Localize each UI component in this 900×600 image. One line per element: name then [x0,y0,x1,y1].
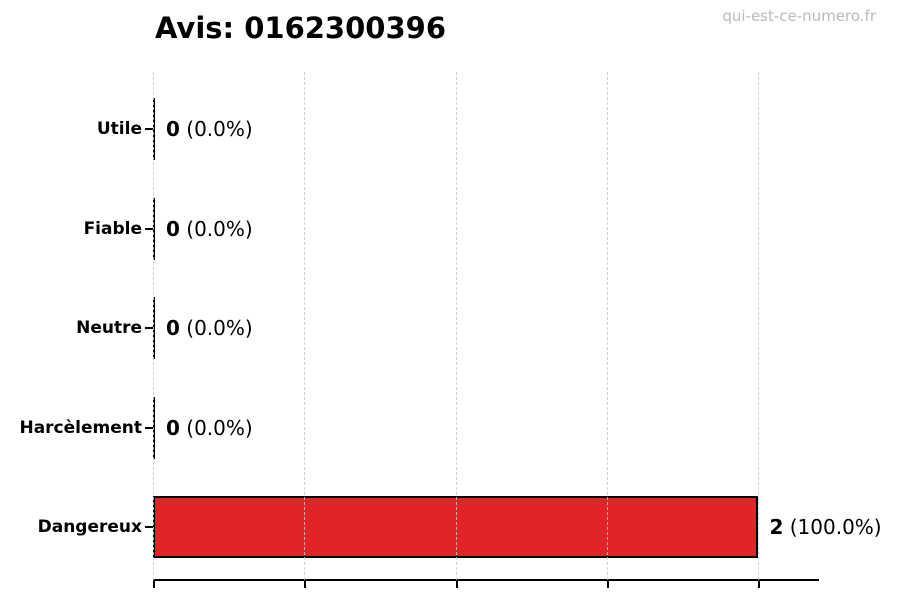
value-percent: (0.0%) [186,316,253,340]
x-axis-tick [455,581,458,588]
y-axis-tick [145,426,153,429]
y-axis-tick [145,128,153,130]
x-axis-line [153,579,819,581]
x-axis-tick [758,581,761,588]
y-axis-tick [145,526,153,528]
category-label: Harcèlement [19,417,142,438]
value-label: 2 (100.0%) [769,496,881,558]
value-percent: (0.0%) [186,117,253,141]
gridline [304,72,306,580]
watermark: qui-est-ce-numero.fr [722,7,876,25]
value-label: 0 (0.0%) [166,98,253,160]
category-label: Fiable [83,218,142,239]
chart-title: Avis: 0162300396 [155,11,446,45]
value-count: 0 [166,316,180,340]
x-axis-tick [153,581,155,588]
value-count: 2 [769,515,784,539]
gridline [455,72,457,580]
value-count: 0 [166,117,180,141]
x-axis-tick [607,581,610,588]
category-label: Dangereux [37,517,142,537]
bar [153,297,155,359]
value-label: 0 (0.0%) [166,297,253,359]
value-count: 0 [166,216,180,241]
value-percent: (100.0%) [789,515,882,539]
category-label: Utile [96,119,142,139]
value-percent: (0.0%) [186,415,253,440]
gridline [153,72,154,580]
bar [153,98,155,160]
value-label: 0 (0.0%) [166,397,253,459]
bar [153,197,155,260]
value-count: 0 [166,415,180,440]
value-label: 0 (0.0%) [166,198,253,260]
y-axis-tick [145,327,153,329]
gridline [758,72,760,580]
category-label: Neutre [76,318,142,338]
gridline [607,72,609,580]
value-percent: (0.0%) [186,216,253,241]
y-axis-tick [145,227,153,230]
bar [153,396,155,459]
x-axis-tick [304,581,307,588]
